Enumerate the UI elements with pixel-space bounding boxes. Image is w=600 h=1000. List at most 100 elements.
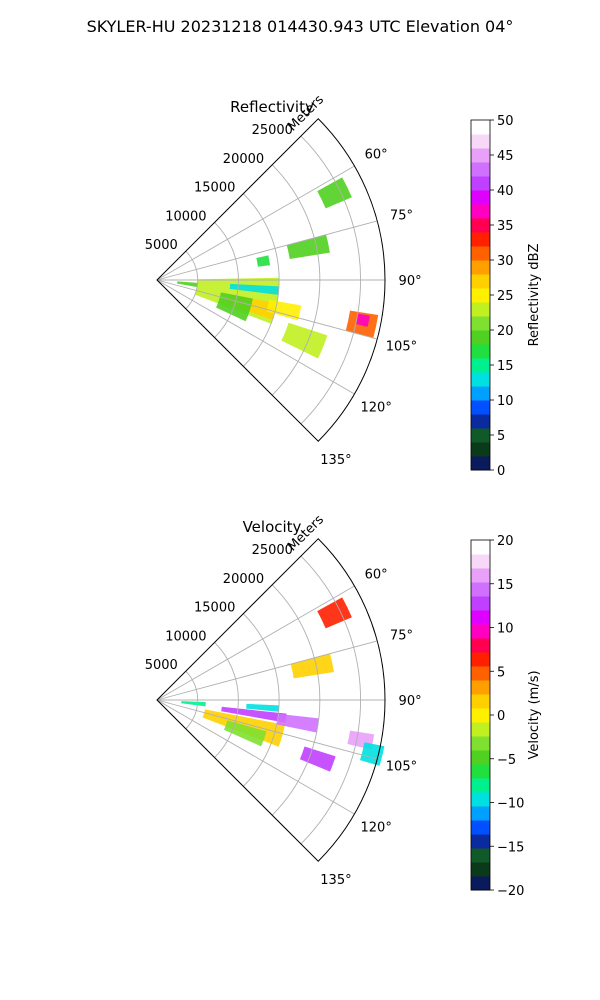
data-cell bbox=[246, 703, 280, 712]
colorbar-segment bbox=[471, 456, 490, 471]
colorbar-tick-label: 10 bbox=[497, 394, 514, 409]
colorbar-segment bbox=[471, 274, 490, 289]
data-cell bbox=[317, 597, 352, 629]
colorbar-tick-label: 50 bbox=[497, 114, 514, 129]
radial-tick-label: 20000 bbox=[223, 152, 264, 167]
colorbar-segment bbox=[471, 582, 490, 597]
angle-tick-label: 135° bbox=[320, 453, 351, 468]
colorbar-tick-label: 5 bbox=[497, 665, 505, 680]
data-cell bbox=[256, 255, 271, 267]
angle-tick-label: 90° bbox=[399, 694, 422, 709]
angle-tick-label: 60° bbox=[365, 567, 388, 582]
data-cell bbox=[317, 177, 352, 209]
colorbar-segment bbox=[471, 708, 490, 723]
radial-tick-label: 25000 bbox=[252, 543, 293, 558]
colorbar-segment bbox=[471, 666, 490, 681]
colorbar-tick-label: 30 bbox=[497, 254, 514, 269]
data-cell bbox=[177, 281, 198, 288]
colorbar-segment bbox=[471, 190, 490, 205]
colorbar-tick-label: −15 bbox=[497, 840, 524, 855]
angular-gridline bbox=[156, 165, 355, 281]
colorbar-segment bbox=[471, 624, 490, 639]
velocity-polar-plot: 5000 10000 15000 20000 25000 60° 75° 90° 105° 120… bbox=[145, 512, 422, 888]
colorbar-segment bbox=[471, 400, 490, 415]
data-cell bbox=[266, 299, 302, 321]
angle-tick-label: 135° bbox=[320, 873, 351, 888]
radial-tick-label: 15000 bbox=[194, 181, 235, 196]
colorbar-segment bbox=[471, 736, 490, 751]
colorbar-segment bbox=[471, 848, 490, 863]
data-cell bbox=[216, 292, 253, 322]
data-cell bbox=[229, 283, 279, 295]
reflectivity-colorbar: 0 5 10 15 20 25 30 35 40 45 50 Reflectivity dBZ bbox=[470, 114, 542, 479]
colorbar-segment bbox=[471, 288, 490, 303]
data-cell bbox=[181, 701, 206, 707]
polar-frame bbox=[156, 538, 386, 862]
colorbar-tick-label: −10 bbox=[497, 797, 524, 812]
colorbar-segment bbox=[471, 218, 490, 233]
angle-tick-label: 75° bbox=[390, 208, 413, 223]
reflectivity-title: Reflectivity bbox=[230, 98, 314, 116]
angular-gridline bbox=[156, 699, 378, 760]
colorbar-segment bbox=[471, 876, 490, 891]
colorbar-segment bbox=[471, 540, 490, 555]
colorbar-segment bbox=[471, 806, 490, 821]
colorbar-segment bbox=[471, 260, 490, 275]
figure-title: SKYLER-HU 20231218 014430.943 UTC Elevat… bbox=[87, 17, 514, 36]
velocity-panel: Velocity 5000 10000 15000 20000 25000 60° 75° 9… bbox=[145, 512, 542, 899]
angle-tick-label: 105° bbox=[386, 340, 417, 355]
angle-tick-label: 75° bbox=[390, 628, 413, 643]
colorbar-segment bbox=[471, 764, 490, 779]
colorbar-segment bbox=[471, 778, 490, 793]
colorbar-segment bbox=[471, 120, 490, 135]
angular-gridline bbox=[156, 220, 378, 281]
colorbar-segment bbox=[471, 722, 490, 737]
colorbar-segment bbox=[471, 162, 490, 177]
radial-tick-label: 10000 bbox=[165, 209, 206, 224]
colorbar-segment bbox=[471, 344, 490, 359]
colorbar-segment bbox=[471, 442, 490, 457]
colorbar-segment bbox=[471, 652, 490, 667]
radial-tick-label: 5000 bbox=[145, 658, 178, 673]
colorbar-segment bbox=[471, 316, 490, 331]
data-cell bbox=[359, 742, 385, 766]
data-cell bbox=[276, 713, 319, 733]
colorbar-segment bbox=[471, 134, 490, 149]
colorbar-segment bbox=[471, 358, 490, 373]
data-cell bbox=[286, 234, 330, 259]
colorbar-segment bbox=[471, 596, 490, 611]
colorbar-tick-label: 5 bbox=[497, 429, 505, 444]
colorbar-segment bbox=[471, 554, 490, 569]
data-cell bbox=[223, 720, 267, 747]
colorbar-tick-label: −20 bbox=[497, 884, 524, 899]
colorbar-tick-label: 20 bbox=[497, 324, 514, 339]
angular-gridline bbox=[156, 640, 378, 701]
colorbar-tick-label: 25 bbox=[497, 289, 514, 304]
colorbar-segment bbox=[471, 232, 490, 247]
velocity-title: Velocity bbox=[243, 518, 302, 536]
angular-gridline bbox=[156, 585, 355, 701]
data-cell bbox=[355, 313, 370, 327]
radial-tick-label: 20000 bbox=[223, 572, 264, 587]
colorbar-segment bbox=[471, 834, 490, 849]
colorbar-tick-label: 15 bbox=[497, 359, 514, 374]
colorbar-tick-label: 0 bbox=[497, 464, 505, 479]
colorbar-tick-label: −5 bbox=[497, 753, 516, 768]
colorbar-segment bbox=[471, 372, 490, 387]
angle-tick-label: 90° bbox=[399, 274, 422, 289]
colorbar-segment bbox=[471, 302, 490, 317]
angle-tick-label: 60° bbox=[365, 147, 388, 162]
colorbar-segment bbox=[471, 680, 490, 695]
angular-gridline bbox=[156, 699, 355, 815]
colorbar-segment bbox=[471, 638, 490, 653]
data-cell bbox=[281, 322, 328, 359]
colorbar-segment bbox=[471, 694, 490, 709]
colorbar-segment bbox=[471, 750, 490, 765]
data-cell bbox=[290, 653, 334, 679]
colorbar-segment bbox=[471, 428, 490, 443]
colorbar-tick-label: 40 bbox=[497, 184, 514, 199]
colorbar-tick-label: 20 bbox=[497, 534, 514, 549]
angular-gridline bbox=[156, 279, 355, 395]
colorbar-segment bbox=[471, 204, 490, 219]
